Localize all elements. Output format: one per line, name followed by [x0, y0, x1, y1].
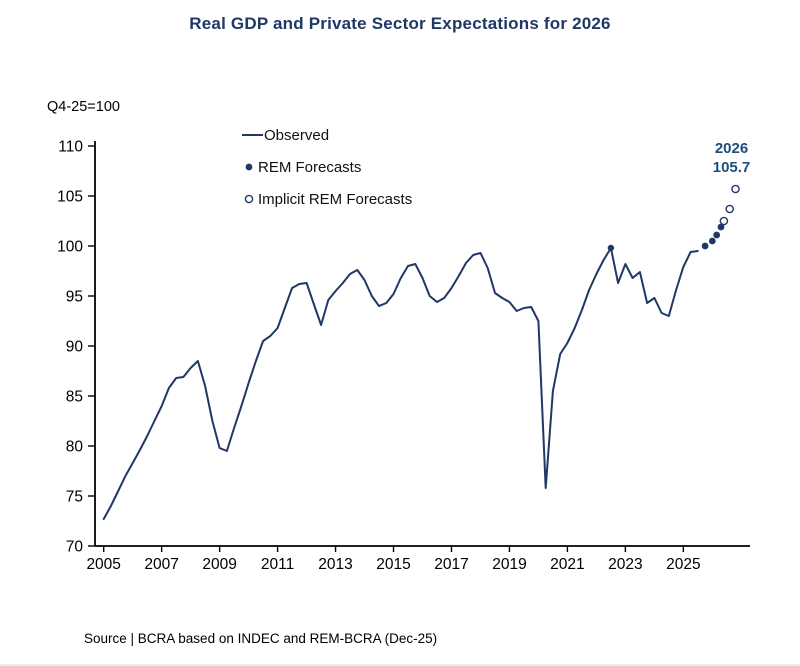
- svg-text:2021: 2021: [550, 556, 584, 573]
- axis-unit-note: Q4-25=100: [47, 99, 120, 115]
- peak-marker-dot: [607, 244, 615, 252]
- svg-text:2015: 2015: [376, 556, 410, 573]
- implicit-rem-forecast-point: [731, 184, 740, 194]
- svg-text:110: 110: [58, 139, 83, 156]
- svg-text:2023: 2023: [608, 556, 642, 573]
- svg-text:105: 105: [57, 189, 83, 206]
- svg-text:2011: 2011: [261, 556, 294, 573]
- legend: Observed REM Forecasts Implicit REM Fore…: [242, 127, 412, 208]
- source-note: Source | BCRA based on INDEC and REM-BCR…: [84, 631, 438, 646]
- svg-text:95: 95: [66, 289, 83, 306]
- legend-label-rem-forecasts: REM Forecasts: [258, 159, 361, 176]
- annotation-value-label: 105.7: [713, 159, 751, 176]
- axes-layer: 70 75 80 85 90 95 100 105 110 2005 2007 2009 2011 201…: [57, 139, 750, 573]
- observed-series-line: [102, 247, 699, 520]
- svg-text:2017: 2017: [434, 556, 468, 573]
- rem-forecast-point: [708, 237, 716, 245]
- svg-text:80: 80: [66, 439, 84, 456]
- implicit-rem-forecast-point: [725, 204, 735, 214]
- gdp-chart: 70 75 80 85 90 95 100 105 110 2005 2007 2009 2011 201…: [57, 127, 751, 573]
- svg-text:85: 85: [66, 389, 83, 406]
- rem-forecast-point: [717, 223, 725, 231]
- svg-text:100: 100: [57, 239, 83, 256]
- rem-forecast-dot-icon: [245, 163, 253, 171]
- implicit-rem-forecast-point: [719, 216, 729, 226]
- svg-text:2025: 2025: [666, 556, 700, 573]
- forecast-annotation: 2026 105.7: [713, 140, 751, 176]
- svg-text:75: 75: [66, 489, 83, 506]
- svg-text:90: 90: [66, 339, 84, 356]
- svg-text:2019: 2019: [492, 556, 526, 573]
- implicit-forecast-dot-icon: [244, 194, 254, 204]
- series-layer: [102, 184, 740, 520]
- svg-text:2009: 2009: [202, 556, 236, 573]
- chart-title: Real GDP and Private Sector Expectations…: [189, 14, 611, 33]
- legend-label-observed: Observed: [264, 127, 329, 144]
- svg-text:2013: 2013: [318, 556, 352, 573]
- svg-text:70: 70: [66, 539, 84, 556]
- annotation-year-label: 2026: [715, 140, 748, 157]
- svg-text:2005: 2005: [86, 556, 120, 573]
- legend-label-implicit-rem-forecasts: Implicit REM Forecasts: [258, 191, 412, 208]
- rem-forecast-point: [701, 242, 709, 250]
- rem-forecast-point: [713, 231, 721, 239]
- svg-text:2007: 2007: [144, 556, 178, 573]
